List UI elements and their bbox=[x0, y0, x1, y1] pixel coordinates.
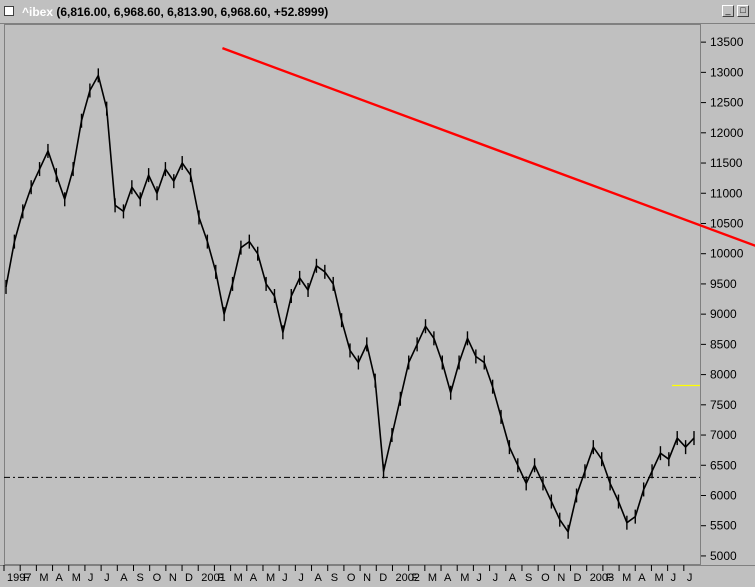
x-tick-label: N bbox=[363, 572, 371, 584]
y-tick-label: 9000 bbox=[710, 307, 737, 321]
x-tick-label: M bbox=[234, 572, 243, 584]
x-tick-label: A bbox=[250, 572, 258, 584]
y-tick-label: 8000 bbox=[710, 368, 737, 382]
y-tick-label: 9500 bbox=[710, 277, 737, 291]
x-tick-label: J bbox=[493, 572, 499, 584]
x-tick-label: M bbox=[622, 572, 631, 584]
x-tick-label: J bbox=[282, 572, 288, 584]
y-tick-label: 5500 bbox=[710, 519, 737, 533]
x-tick-label: J bbox=[687, 572, 693, 584]
x-tick-label: M bbox=[460, 572, 469, 584]
x-axis-panel bbox=[0, 565, 755, 587]
x-tick-label: A bbox=[638, 572, 646, 584]
x-tick-label: 2001 bbox=[201, 572, 225, 584]
x-tick-label: 2003 bbox=[590, 572, 614, 584]
y-tick-label: 11000 bbox=[710, 186, 743, 200]
y-tick-label: 6500 bbox=[710, 458, 737, 472]
major-downtrend-line bbox=[222, 47, 755, 247]
x-tick-label: J bbox=[298, 572, 304, 584]
x-tick-label: D bbox=[574, 572, 582, 584]
x-tick-label: S bbox=[525, 572, 532, 584]
x-tick-label: M bbox=[428, 572, 437, 584]
x-tick-label: J bbox=[88, 572, 94, 584]
y-tick-label: 8500 bbox=[710, 337, 737, 351]
x-tick-label: F bbox=[412, 572, 419, 584]
y-axis-panel bbox=[701, 24, 755, 565]
x-tick-label: D bbox=[379, 572, 387, 584]
window-title-values: (6,816.00, 6,968.60, 6,813.90, 6,968.60,… bbox=[56, 5, 329, 19]
window-title-name: ibex bbox=[29, 5, 54, 19]
y-tick-label: 7000 bbox=[710, 428, 737, 442]
x-tick-label: M bbox=[654, 572, 663, 584]
x-tick-label: A bbox=[315, 572, 323, 584]
x-tick-label: N bbox=[557, 572, 565, 584]
x-tick-label: J bbox=[104, 572, 110, 584]
y-tick-label: 11500 bbox=[710, 156, 743, 170]
x-tick-label: N bbox=[169, 572, 177, 584]
window-title: ^ibex (6,816.00, 6,968.60, 6,813.90, 6,9… bbox=[22, 5, 328, 19]
y-tick-label: 12000 bbox=[710, 126, 744, 140]
y-tick-label: 10500 bbox=[710, 216, 744, 230]
minimize-icon[interactable]: _ bbox=[722, 5, 734, 17]
y-tick-label: 12500 bbox=[710, 96, 744, 110]
x-tick-label: S bbox=[331, 572, 338, 584]
x-tick-label: M bbox=[72, 572, 81, 584]
x-tick-label: J bbox=[476, 572, 482, 584]
y-tick-label: 6000 bbox=[710, 488, 737, 502]
x-tick-label: J bbox=[671, 572, 677, 584]
maximize-icon[interactable]: □ bbox=[737, 5, 749, 17]
y-tick-label: 5000 bbox=[710, 549, 737, 563]
y-tick-label: 10000 bbox=[710, 247, 744, 261]
x-tick-label: M bbox=[266, 572, 275, 584]
x-tick-label: O bbox=[541, 572, 550, 584]
x-tick-label: O bbox=[153, 572, 162, 584]
y-tick-label: 13000 bbox=[710, 65, 744, 79]
price-series-line bbox=[5, 74, 695, 533]
x-tick-label: A bbox=[120, 572, 128, 584]
x-tick-label: F bbox=[606, 572, 613, 584]
x-tick-label: M bbox=[39, 572, 48, 584]
x-tick-label: A bbox=[56, 572, 64, 584]
x-tick-label: A bbox=[444, 572, 452, 584]
window-titlebar: ^ibex (6,816.00, 6,968.60, 6,813.90, 6,9… bbox=[0, 0, 755, 24]
x-tick-label: A bbox=[509, 572, 517, 584]
x-tick-label: 1997 bbox=[7, 572, 31, 584]
x-tick-label: D bbox=[185, 572, 193, 584]
x-tick-label: 2002 bbox=[395, 572, 419, 584]
x-tick-label: F bbox=[217, 572, 224, 584]
x-tick-label: F bbox=[23, 572, 30, 584]
y-tick-label: 13500 bbox=[710, 35, 744, 49]
window-menu-icon[interactable] bbox=[4, 6, 14, 16]
x-tick-label: O bbox=[347, 572, 356, 584]
x-tick-label: S bbox=[136, 572, 143, 584]
window-title-ticker: ^ibex bbox=[22, 5, 54, 19]
y-tick-label: 7500 bbox=[710, 398, 737, 412]
